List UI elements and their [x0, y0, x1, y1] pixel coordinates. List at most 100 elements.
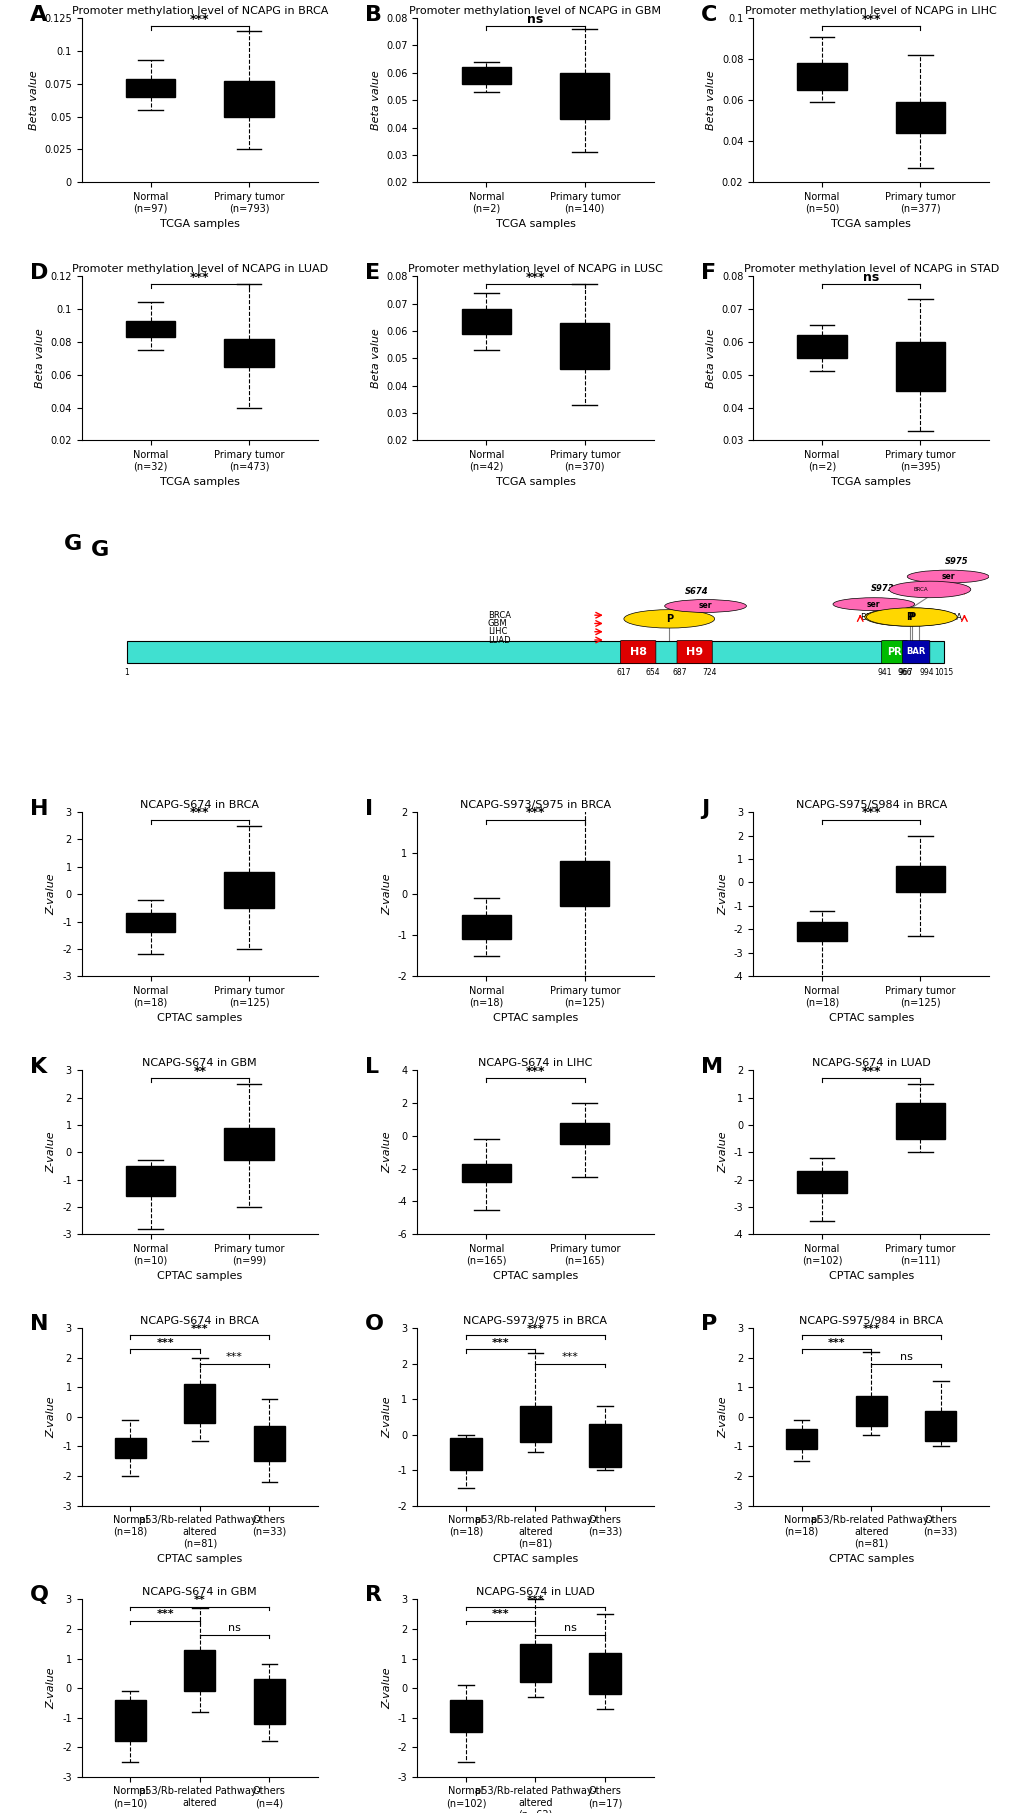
Text: G: G — [91, 540, 109, 560]
Text: 967: 967 — [897, 667, 912, 676]
Text: Q: Q — [30, 1585, 49, 1605]
Y-axis label: Z-value: Z-value — [382, 1396, 392, 1438]
Text: P: P — [906, 613, 913, 622]
PathPatch shape — [184, 1385, 215, 1423]
Text: B: B — [365, 5, 382, 25]
X-axis label: TCGA samples: TCGA samples — [160, 477, 239, 488]
Y-axis label: Beta value: Beta value — [29, 71, 39, 131]
Text: D: D — [30, 263, 48, 283]
X-axis label: TCGA samples: TCGA samples — [830, 219, 910, 228]
Y-axis label: Z-value: Z-value — [47, 874, 56, 916]
X-axis label: CPTAC samples: CPTAC samples — [492, 1271, 578, 1282]
PathPatch shape — [254, 1679, 284, 1724]
FancyBboxPatch shape — [620, 640, 655, 664]
PathPatch shape — [114, 1438, 146, 1458]
Text: I: I — [365, 800, 373, 819]
Text: R: R — [365, 1585, 382, 1605]
Title: NCAPG-S973/975 in BRCA: NCAPG-S973/975 in BRCA — [463, 1316, 607, 1325]
FancyBboxPatch shape — [902, 640, 929, 664]
Text: H: H — [30, 800, 48, 819]
Title: NCAPG-S674 in BRCA: NCAPG-S674 in BRCA — [141, 800, 259, 810]
Text: BRCA: BRCA — [938, 613, 961, 622]
Y-axis label: Z-value: Z-value — [47, 1131, 56, 1173]
Text: ***: *** — [190, 270, 209, 283]
Title: NCAPG-S674 in GBM: NCAPG-S674 in GBM — [143, 1586, 257, 1597]
Text: M: M — [700, 1057, 722, 1077]
PathPatch shape — [559, 861, 608, 906]
PathPatch shape — [895, 102, 945, 132]
Title: NCAPG-S674 in LUAD: NCAPG-S674 in LUAD — [811, 1059, 929, 1068]
X-axis label: CPTAC samples: CPTAC samples — [157, 1013, 243, 1023]
Circle shape — [865, 607, 956, 625]
Text: ***: *** — [491, 1338, 510, 1347]
FancyBboxPatch shape — [880, 640, 906, 664]
PathPatch shape — [224, 1128, 273, 1160]
Text: 966: 966 — [897, 667, 911, 676]
PathPatch shape — [125, 914, 175, 932]
Bar — [127, 642, 944, 664]
Text: S674: S674 — [684, 587, 707, 596]
PathPatch shape — [520, 1644, 550, 1682]
Text: S984: S984 — [906, 587, 930, 596]
PathPatch shape — [125, 78, 175, 96]
PathPatch shape — [462, 1164, 511, 1182]
Text: LIHC: LIHC — [487, 627, 506, 636]
Text: S975: S975 — [945, 557, 968, 566]
Y-axis label: Z-value: Z-value — [382, 874, 392, 916]
Title: NCAPG-S674 in GBM: NCAPG-S674 in GBM — [143, 1059, 257, 1068]
Title: Promoter methylation level of NCAPG in STAD: Promoter methylation level of NCAPG in S… — [743, 265, 998, 274]
PathPatch shape — [462, 308, 511, 334]
Text: H8: H8 — [629, 647, 646, 656]
Y-axis label: Z-value: Z-value — [47, 1668, 56, 1710]
Title: NCAPG-S674 in LIHC: NCAPG-S674 in LIHC — [478, 1059, 592, 1068]
Text: ns: ns — [564, 1623, 576, 1634]
Ellipse shape — [906, 569, 988, 584]
Text: N: N — [30, 1314, 48, 1334]
X-axis label: CPTAC samples: CPTAC samples — [827, 1013, 913, 1023]
X-axis label: CPTAC samples: CPTAC samples — [492, 1013, 578, 1023]
Text: BRCA: BRCA — [859, 613, 882, 622]
Text: ***: *** — [226, 1352, 243, 1362]
Text: 1: 1 — [124, 667, 129, 676]
Text: C: C — [700, 5, 716, 25]
Text: P: P — [700, 1314, 716, 1334]
Text: LUAD: LUAD — [487, 636, 510, 644]
Text: ***: *** — [861, 807, 880, 819]
Title: Promoter methylation level of NCAPG in LIHC: Promoter methylation level of NCAPG in L… — [745, 5, 997, 16]
PathPatch shape — [520, 1407, 550, 1441]
Y-axis label: Z-value: Z-value — [717, 1396, 728, 1438]
Text: 1015: 1015 — [933, 667, 953, 676]
X-axis label: TCGA samples: TCGA samples — [495, 219, 575, 228]
PathPatch shape — [114, 1701, 146, 1740]
PathPatch shape — [462, 67, 511, 83]
Circle shape — [864, 607, 955, 625]
Text: BAR: BAR — [906, 647, 925, 656]
X-axis label: TCGA samples: TCGA samples — [495, 477, 575, 488]
Text: ***: *** — [861, 13, 880, 25]
Text: S973: S973 — [870, 584, 894, 593]
Title: NCAPG-S674 in BRCA: NCAPG-S674 in BRCA — [141, 1316, 259, 1325]
Ellipse shape — [833, 598, 914, 611]
X-axis label: CPTAC samples: CPTAC samples — [827, 1271, 913, 1282]
Y-axis label: Z-value: Z-value — [382, 1668, 392, 1710]
Text: ***: *** — [525, 270, 545, 283]
Text: P: P — [665, 615, 673, 624]
Text: ns: ns — [899, 1352, 912, 1362]
Text: E: E — [365, 263, 380, 283]
Y-axis label: Z-value: Z-value — [717, 874, 728, 916]
Text: P: P — [907, 613, 914, 622]
PathPatch shape — [449, 1438, 481, 1470]
Text: ns: ns — [228, 1623, 240, 1634]
Text: F: F — [700, 263, 715, 283]
Text: G: G — [63, 535, 82, 555]
Title: Promoter methylation level of NCAPG in BRCA: Promoter methylation level of NCAPG in B… — [71, 5, 328, 16]
PathPatch shape — [449, 1701, 481, 1733]
Title: Promoter methylation level of NCAPG in GBM: Promoter methylation level of NCAPG in G… — [409, 5, 661, 16]
X-axis label: CPTAC samples: CPTAC samples — [492, 1554, 578, 1565]
Title: NCAPG-S975/S984 in BRCA: NCAPG-S975/S984 in BRCA — [795, 800, 946, 810]
Text: K: K — [30, 1057, 47, 1077]
X-axis label: TCGA samples: TCGA samples — [160, 219, 239, 228]
Text: ***: *** — [561, 1352, 578, 1362]
Text: ns: ns — [862, 270, 878, 283]
Text: ns: ns — [527, 13, 543, 25]
